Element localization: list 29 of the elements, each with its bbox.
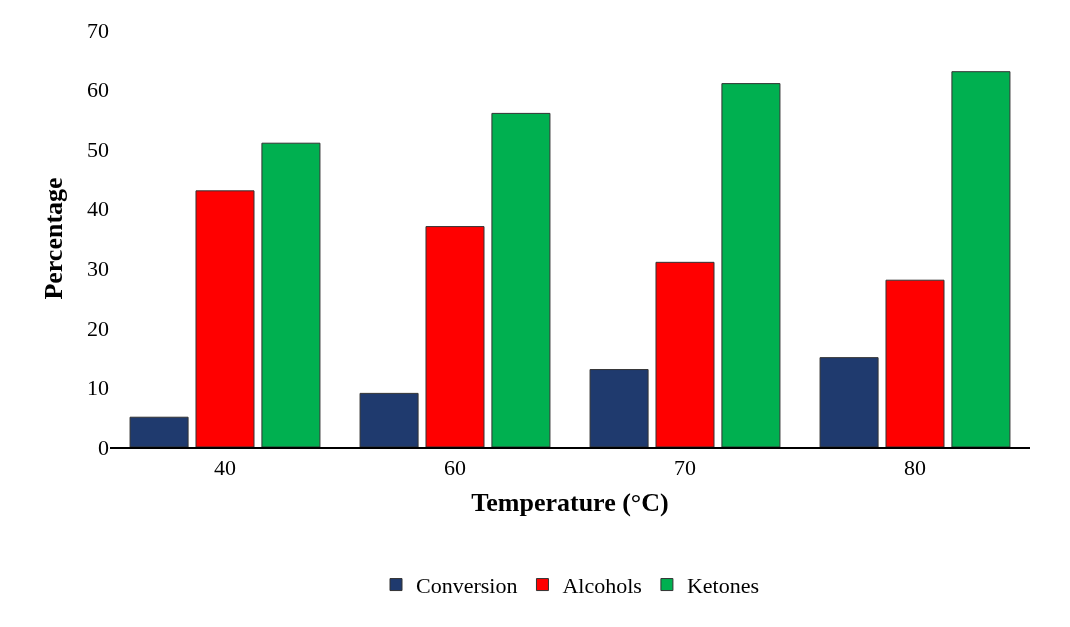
x-tick-label: 80 <box>904 455 926 481</box>
y-tick-label: 60 <box>87 77 109 103</box>
bar <box>491 112 551 447</box>
y-axis-title: Percentage <box>39 177 69 300</box>
x-tick-label: 60 <box>444 455 466 481</box>
y-tick-label: 20 <box>87 315 109 341</box>
bar <box>951 71 1011 447</box>
y-tick-label: 70 <box>87 17 109 43</box>
x-tick-label: 70 <box>674 455 696 481</box>
y-tick-label: 50 <box>87 136 109 162</box>
bar <box>425 226 485 447</box>
bar <box>721 83 781 447</box>
y-tick-label: 40 <box>87 196 109 222</box>
legend-label: Alcohols <box>562 573 642 599</box>
y-tick-label: 0 <box>98 434 109 460</box>
legend-label: Ketones <box>686 573 759 599</box>
bar <box>655 261 715 447</box>
bar <box>359 392 419 447</box>
bar <box>885 279 945 447</box>
y-tick-label: 30 <box>87 255 109 281</box>
bar <box>589 369 649 447</box>
bar <box>129 416 189 447</box>
legend-label: Conversion <box>416 573 518 599</box>
x-axis-title: Temperature (°C) <box>471 488 669 518</box>
y-tick-label: 10 <box>87 375 109 401</box>
bar <box>819 357 879 447</box>
bar <box>261 142 321 447</box>
bar <box>195 190 255 447</box>
x-tick-label: 40 <box>214 455 236 481</box>
